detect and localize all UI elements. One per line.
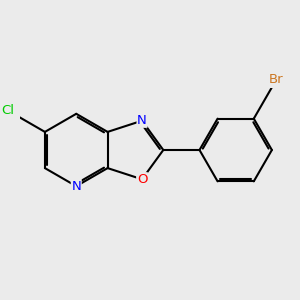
Text: N: N: [137, 114, 147, 127]
Text: N: N: [71, 180, 81, 193]
Text: Br: Br: [269, 73, 284, 86]
Text: Cl: Cl: [1, 104, 14, 117]
Text: O: O: [137, 173, 147, 186]
